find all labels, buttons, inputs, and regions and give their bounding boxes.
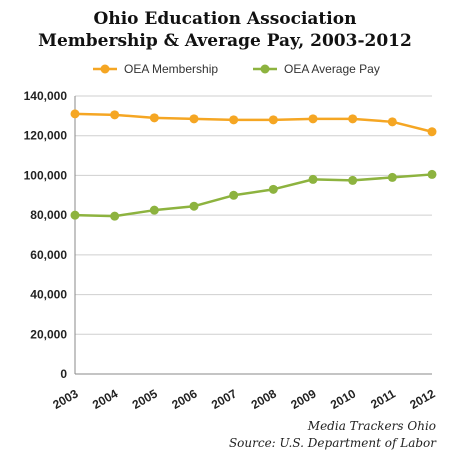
data-point [308,174,318,184]
y-tick-label: 60,000 [30,248,67,262]
data-point [229,190,239,200]
series-group [70,109,437,221]
data-point [149,113,159,123]
x-tick-label: 2003 [50,386,80,412]
x-tick-label: 2006 [169,386,199,412]
x-axis-ticks: 2003 2004 2005 2006 2007 2008 2009 2010 2011 2012 [50,386,437,412]
y-tick-label: 140,000 [24,89,68,103]
legend-membership-label: OEA Membership [124,62,218,76]
data-point [70,109,80,119]
data-point [348,175,358,185]
chart-title: Ohio Education Association [93,9,357,29]
y-tick-label: 0 [60,367,67,381]
x-tick-label: 2010 [328,386,358,412]
data-point [427,127,437,137]
series-average-pay [70,169,437,221]
series-membership [70,109,437,137]
data-point [387,172,397,182]
credit-source: Source: U.S. Department of Labor [228,436,436,450]
y-tick-label: 40,000 [30,288,67,302]
data-point [268,115,278,125]
legend-item-average-pay: OEA Average Pay [253,62,380,76]
legend-item-membership: OEA Membership [93,62,218,76]
y-tick-label: 120,000 [24,129,68,143]
data-point [229,115,239,125]
data-point [110,211,120,221]
x-tick-label: 2012 [407,386,437,412]
series-line [74,173,433,218]
data-point [387,117,397,127]
data-point [348,114,358,124]
axes [74,96,432,375]
y-axis-ticks: 0 20,000 40,000 60,000 80,000 100,000 120,000 1… [24,89,68,381]
data-point [308,114,318,124]
x-tick-label: 2009 [288,386,318,412]
chart-subtitle: Membership & Average Pay, 2003-2012 [38,31,412,51]
y-tick-label: 80,000 [30,208,67,222]
x-tick-label: 2004 [90,386,120,412]
data-point [110,110,120,120]
x-tick-label: 2005 [130,386,160,412]
y-tick-label: 20,000 [30,327,67,341]
legend-average-pay-label: OEA Average Pay [284,62,380,76]
legend-average-pay-swatch-dot [260,64,270,74]
data-point [70,210,80,220]
data-point [268,184,278,194]
data-point [427,169,437,179]
legend: OEA Membership OEA Average Pay [93,62,380,76]
series-line [74,112,433,133]
data-point [149,205,159,215]
data-point [189,201,199,211]
gridlines [75,95,432,335]
x-tick-label: 2008 [249,386,279,412]
x-tick-label: 2011 [368,386,398,411]
x-tick-label: 2007 [209,386,239,412]
credit-publisher: Media Trackers Ohio [307,419,436,433]
legend-membership-swatch-dot [100,64,110,74]
data-point [189,114,199,124]
y-tick-label: 100,000 [24,168,68,182]
